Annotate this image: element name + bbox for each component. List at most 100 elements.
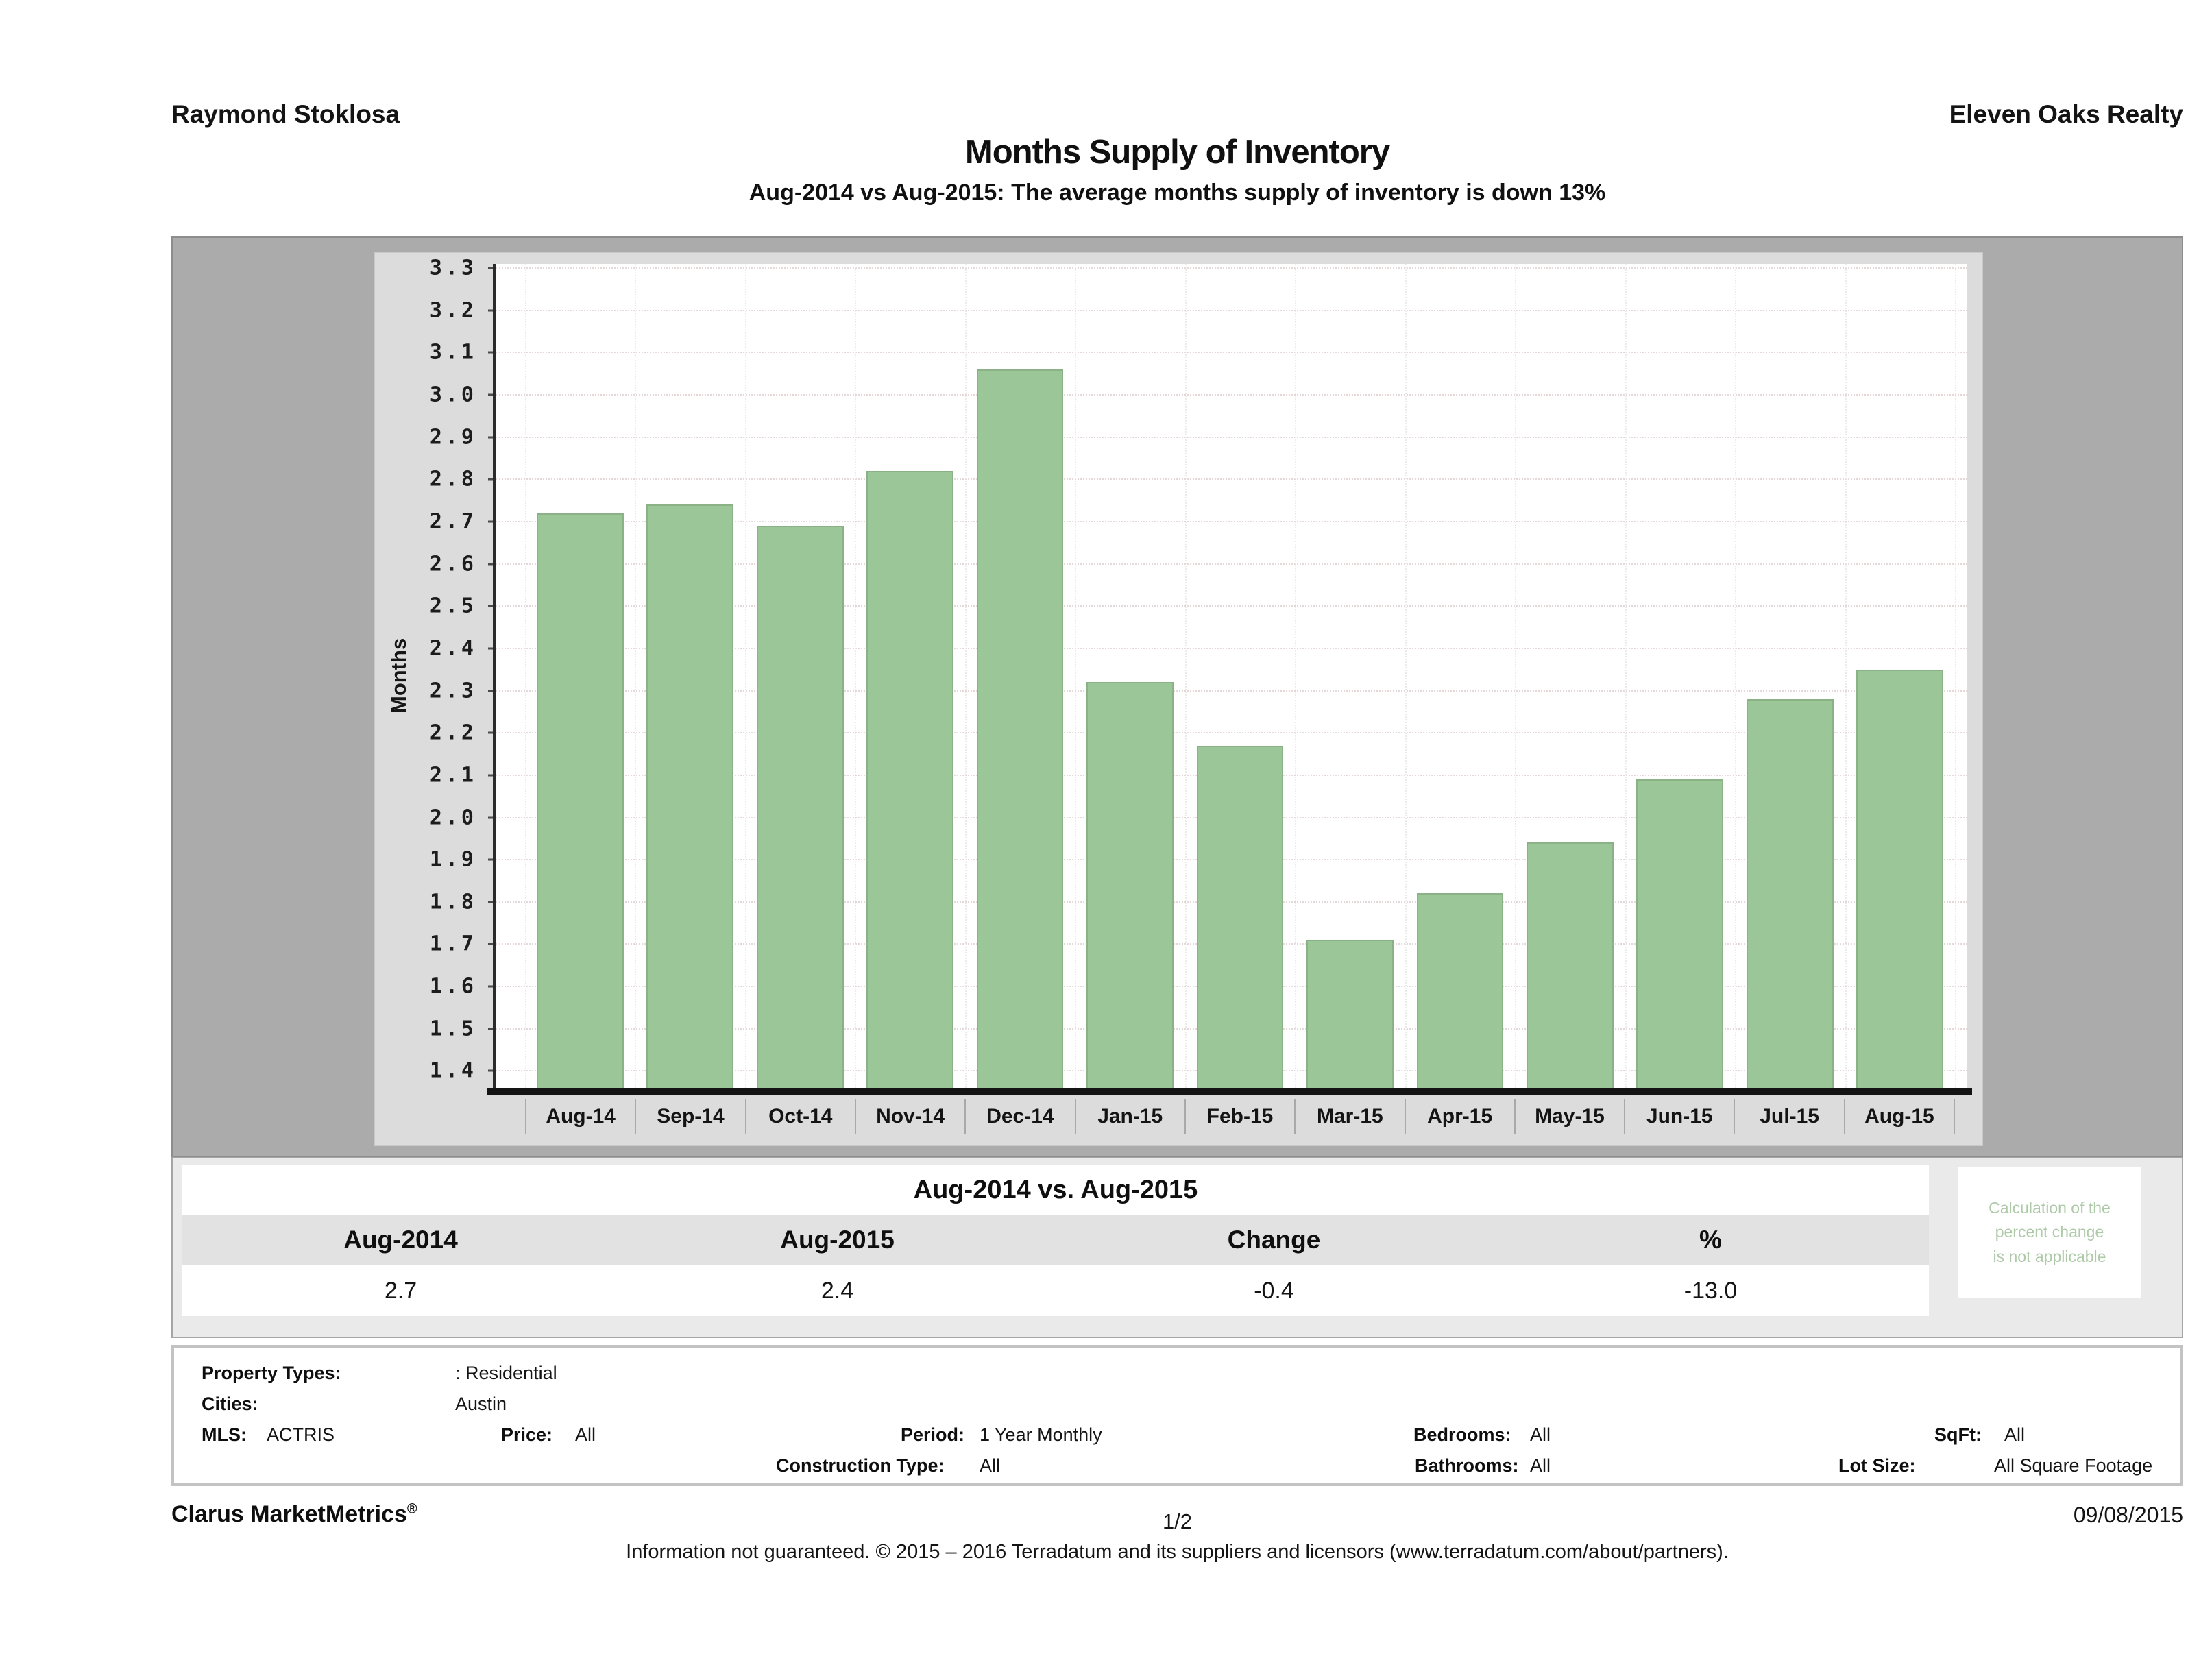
x-tick-label: May-15: [1514, 1099, 1624, 1134]
percent-change-note: Calculation of the percent change is not…: [1958, 1167, 2141, 1298]
x-tick-label: Mar-15: [1294, 1099, 1404, 1134]
x-tick-label: Nov-14: [854, 1099, 964, 1134]
gridline-vertical: [1735, 264, 1737, 1088]
y-tick-label: 2.4: [429, 636, 477, 661]
y-tick-mark: [488, 985, 496, 988]
cities-value: Austin: [455, 1394, 507, 1414]
gridline: [496, 394, 1967, 396]
y-tick-label: 2.3: [429, 679, 477, 703]
bar-series: [525, 264, 1956, 1088]
report-date: 09/08/2015: [2073, 1503, 2183, 1527]
x-axis-tick-labels: Aug-14 Sep-14 Oct-14 Nov-14 Dec-14 Jan-15 Feb-…: [525, 1099, 1956, 1134]
y-tick-mark: [488, 774, 496, 777]
page-number: 1/2: [1162, 1509, 1193, 1533]
y-tick-mark: [488, 647, 496, 650]
summary-value-aug2015: 2.4: [821, 1277, 854, 1304]
y-tick-label: 2.0: [429, 805, 477, 829]
x-tick-label: Oct-14: [744, 1099, 855, 1134]
gridline: [496, 647, 1967, 649]
y-tick-label: 2.9: [429, 425, 477, 450]
x-tick-label: Apr-15: [1404, 1099, 1514, 1134]
bedrooms-value: All: [1530, 1424, 1551, 1445]
y-tick-mark: [488, 520, 496, 523]
summary-value-change: -0.4: [1254, 1277, 1294, 1304]
x-tick-label: Jul-15: [1734, 1099, 1843, 1134]
gridline-vertical: [1295, 264, 1297, 1088]
gridline-vertical: [964, 264, 967, 1088]
y-tick-label: 3.1: [429, 340, 477, 365]
y-tick-mark: [488, 1028, 496, 1030]
gridline-vertical: [1845, 264, 1847, 1088]
y-tick-label: 1.7: [429, 932, 477, 956]
gridline-vertical: [1955, 264, 1956, 1088]
note-line: percent change: [1995, 1223, 2104, 1241]
y-tick-label: 1.5: [429, 1017, 477, 1041]
y-tick-mark: [488, 690, 496, 692]
gridline: [496, 436, 1967, 438]
period-label: Period:: [901, 1424, 965, 1445]
summary-col-change: Change: [1227, 1226, 1321, 1254]
brand-text: Clarus MarketMetrics: [171, 1501, 407, 1527]
y-axis-line: [493, 264, 496, 1095]
x-tick-label: Feb-15: [1184, 1099, 1294, 1134]
y-tick-label: 2.6: [429, 552, 477, 576]
company-name: Eleven Oaks Realty: [1949, 100, 2183, 128]
disclaimer-text: Information not guaranteed. © 2015 – 201…: [626, 1541, 1729, 1563]
y-tick-mark: [488, 393, 496, 396]
bathrooms-value: All: [1530, 1455, 1551, 1476]
y-tick-mark: [488, 351, 496, 354]
gridline: [496, 521, 1967, 523]
gridline: [496, 690, 1967, 692]
y-tick-mark: [488, 309, 496, 312]
registered-mark: ®: [406, 1501, 417, 1517]
bar-Aug-14: [536, 513, 624, 1088]
sqft-value: All: [2004, 1424, 2026, 1445]
bar-Jun-15: [1636, 779, 1724, 1088]
page-subtitle: Aug-2014 vs Aug-2015: The average months…: [749, 180, 1606, 206]
gridline: [496, 605, 1967, 607]
period-value: 1 Year Monthly: [980, 1424, 1102, 1445]
summary-header-row: Aug-2014 Aug-2015 Change %: [182, 1215, 1929, 1265]
bathrooms-label: Bathrooms:: [1415, 1455, 1519, 1476]
y-tick-mark: [488, 901, 496, 903]
x-tick-label: Aug-15: [1843, 1099, 1956, 1134]
property-types-value: : Residential: [455, 1363, 557, 1383]
summary-col-aug2014: Aug-2014: [343, 1226, 458, 1254]
gridline: [496, 309, 1967, 311]
y-tick-label: 2.1: [429, 763, 477, 788]
gridline: [496, 563, 1967, 565]
y-tick-mark: [488, 267, 496, 269]
y-tick-mark: [488, 1069, 496, 1072]
y-tick-label: 1.4: [429, 1058, 477, 1083]
mls-value: ACTRIS: [267, 1424, 335, 1445]
y-tick-label: 3.3: [429, 256, 477, 280]
y-tick-mark: [488, 478, 496, 481]
bar-Sep-14: [646, 504, 734, 1088]
x-tick-label: Jan-15: [1074, 1099, 1184, 1134]
price-value: All: [575, 1424, 596, 1445]
y-tick-label: 2.7: [429, 509, 477, 534]
construction-type-value: All: [980, 1455, 1001, 1476]
y-axis-tick-labels: 1.4 1.5 1.6 1.7 1.8 1.9 2.0 2.1 2.2 2.3 2.4 2.5 2.6 2…: [376, 256, 484, 1088]
summary-col-aug2015: Aug-2015: [780, 1226, 895, 1254]
x-tick-label: Sep-14: [635, 1099, 744, 1134]
bar-Mar-15: [1306, 940, 1394, 1088]
agent-name: Raymond Stoklosa: [171, 100, 400, 128]
construction-type-label: Construction Type:: [776, 1455, 945, 1476]
bar-Aug-15: [1856, 669, 1944, 1088]
gridline-vertical: [855, 264, 857, 1088]
price-label: Price:: [501, 1424, 553, 1445]
mls-label: MLS:: [202, 1424, 247, 1445]
summary-value-percent: -13.0: [1684, 1277, 1738, 1304]
gridline-vertical: [1405, 264, 1407, 1088]
x-tick-label: Dec-14: [964, 1099, 1074, 1134]
y-tick-mark: [488, 816, 496, 818]
bedrooms-label: Bedrooms:: [1413, 1424, 1511, 1445]
y-tick-mark: [488, 563, 496, 566]
y-tick-mark: [488, 943, 496, 945]
bar-Feb-15: [1196, 745, 1284, 1088]
gridline-vertical: [1075, 264, 1077, 1088]
gridline-vertical: [1625, 264, 1627, 1088]
lot-size-value: All Square Footage: [1994, 1455, 2153, 1476]
